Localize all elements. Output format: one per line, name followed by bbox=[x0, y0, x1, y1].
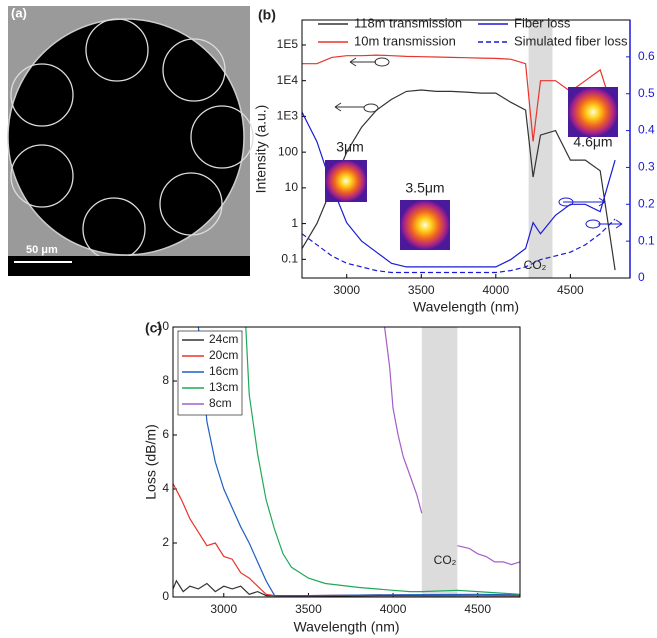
y-tick-label: 2 bbox=[162, 535, 169, 549]
marker-ellipse bbox=[585, 219, 601, 229]
panel-label: (a) bbox=[11, 5, 27, 20]
x-axis-label: Wavelength (nm) bbox=[293, 619, 399, 635]
y2-tick-label: 0.4 bbox=[638, 123, 655, 137]
x-axis-label: Wavelength (nm) bbox=[413, 299, 519, 315]
x-tick-label: 4000 bbox=[380, 602, 407, 616]
x-tick-label: 4000 bbox=[482, 283, 509, 297]
y2-tick-label: 0.5 bbox=[638, 86, 655, 100]
series-line bbox=[245, 327, 520, 595]
arrow-head bbox=[349, 57, 357, 67]
fiber-jacket bbox=[7, 18, 245, 256]
series-line bbox=[302, 111, 616, 268]
y-tick-label: 10 bbox=[156, 319, 170, 333]
legend-box bbox=[177, 330, 243, 416]
annotation: CO₂ bbox=[524, 258, 547, 272]
arrow-head bbox=[615, 219, 623, 229]
y2-tick-label: 0.3 bbox=[638, 160, 655, 174]
annotation: CO₂ bbox=[434, 553, 457, 567]
series-line bbox=[302, 54, 616, 142]
y-tick-label: 1E3 bbox=[277, 109, 299, 123]
series-line bbox=[197, 327, 520, 597]
arrow-head bbox=[598, 197, 606, 207]
y-tick-label: 100 bbox=[278, 144, 298, 158]
y-tick-label: 6 bbox=[162, 427, 169, 441]
mode-inset bbox=[325, 160, 367, 202]
legend-label: 10m transmission bbox=[354, 33, 456, 48]
legend-label: Simulated fiber loss bbox=[514, 33, 628, 48]
mode-inset bbox=[400, 200, 450, 250]
x-tick-label: 3500 bbox=[295, 602, 322, 616]
y2-tick-label: 0.1 bbox=[638, 233, 655, 247]
legend-label: 118m transmission bbox=[354, 15, 462, 30]
sem-image: 50 μm (a) bbox=[7, 5, 254, 276]
inset-label: 3.5μm bbox=[405, 180, 444, 196]
x-tick-label: 3000 bbox=[333, 283, 360, 297]
y2-tick-label: 0 bbox=[638, 270, 645, 284]
legend-label: 13cm bbox=[209, 380, 238, 394]
y-tick-label: 0 bbox=[162, 589, 169, 603]
legend-label: Fiber loss bbox=[514, 15, 571, 30]
marker-ellipse bbox=[374, 57, 390, 67]
legend-label: 24cm bbox=[209, 332, 238, 346]
series-line bbox=[173, 483, 520, 597]
scale-strip bbox=[8, 256, 250, 276]
x-tick-label: 3500 bbox=[408, 283, 435, 297]
scale-bar-label: 50 μm bbox=[26, 244, 58, 256]
x-tick-label: 4500 bbox=[557, 283, 584, 297]
arrow-head bbox=[334, 102, 342, 112]
y-tick-label: 1 bbox=[291, 216, 298, 230]
marker-ellipse bbox=[363, 103, 379, 113]
x-tick-label: 3000 bbox=[210, 602, 237, 616]
y-axis-label: Loss (dB/m) bbox=[143, 424, 159, 499]
capillaries bbox=[10, 18, 254, 261]
series-line bbox=[173, 579, 520, 597]
y-axis-label: Intensity (a.u.) bbox=[253, 105, 269, 194]
panel-label: (c) bbox=[145, 320, 162, 336]
legend-label: 20cm bbox=[209, 348, 238, 362]
shaded-region bbox=[528, 20, 553, 278]
y-tick-label: 8 bbox=[162, 373, 169, 387]
marker-ellipse bbox=[558, 197, 574, 207]
plot-frame bbox=[172, 326, 521, 598]
y2-tick-label: 0.2 bbox=[638, 196, 655, 210]
series-line bbox=[384, 327, 520, 566]
shaded-region bbox=[421, 327, 458, 597]
inset-label: 4.6μm bbox=[573, 134, 612, 150]
plot-lines bbox=[302, 54, 616, 274]
y-tick-label: 10 bbox=[285, 180, 299, 194]
legend-label: 16cm bbox=[209, 364, 238, 378]
panel-label: (b) bbox=[258, 7, 276, 23]
y-tick-label: 1E5 bbox=[277, 37, 299, 51]
y-tick-label: 0.1 bbox=[281, 251, 298, 265]
series-line bbox=[302, 218, 616, 274]
y-tick-label: 1E4 bbox=[277, 73, 299, 87]
mode-inset bbox=[568, 87, 618, 137]
plot-lines bbox=[173, 327, 520, 597]
y-tick-label: 4 bbox=[162, 481, 169, 495]
inset-label: 3μm bbox=[336, 139, 364, 155]
series-line bbox=[302, 89, 616, 271]
legend-label: 8cm bbox=[209, 396, 232, 410]
y2-tick-label: 0.6 bbox=[638, 49, 655, 63]
x-tick-label: 4500 bbox=[464, 602, 491, 616]
